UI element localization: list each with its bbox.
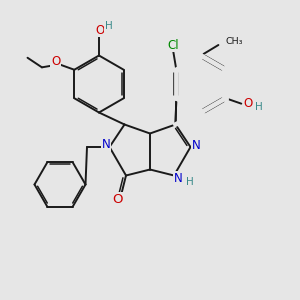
- Text: O: O: [95, 23, 104, 37]
- Text: O: O: [51, 55, 60, 68]
- Text: H: H: [105, 21, 112, 32]
- Text: H: H: [255, 102, 262, 112]
- Text: Cl: Cl: [167, 39, 178, 52]
- Text: O: O: [112, 193, 123, 206]
- Text: N: N: [101, 138, 110, 151]
- Text: O: O: [243, 97, 253, 110]
- Text: N: N: [174, 172, 183, 185]
- Text: H: H: [186, 177, 194, 187]
- Text: N: N: [191, 139, 200, 152]
- Text: CH₃: CH₃: [225, 38, 242, 46]
